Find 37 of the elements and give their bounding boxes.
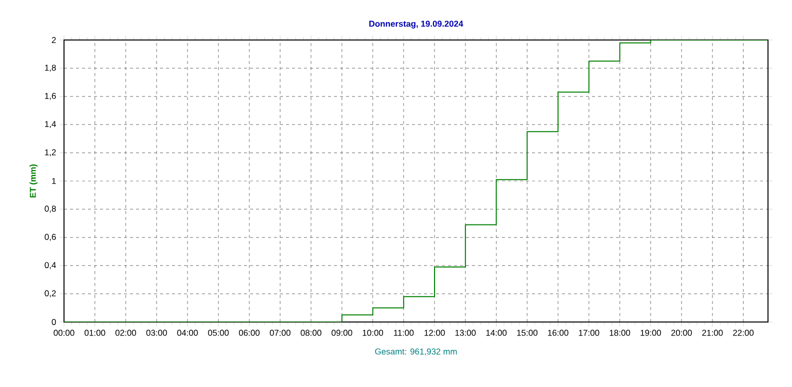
x-tick-label: 13:00 — [455, 330, 476, 336]
y-tick-label: 2 — [52, 37, 56, 43]
x-tick-label: 12:00 — [424, 330, 445, 336]
x-tick-label: 00:00 — [54, 330, 74, 336]
x-tick-label: 09:00 — [332, 330, 352, 336]
y-tick-label: 0,6 — [44, 234, 56, 241]
y-tick-label: 0,4 — [44, 262, 56, 270]
x-tick-label: 03:00 — [146, 330, 167, 336]
x-tick-label: 15:00 — [517, 330, 538, 336]
x-tick-label: 19:00 — [640, 330, 661, 336]
x-tick-label: 16:00 — [548, 330, 568, 336]
x-tick-label: 02:00 — [115, 330, 136, 336]
x-tick-label: 04:00 — [177, 330, 198, 336]
chart-title: Donnerstag, 19.09.2024 — [369, 20, 464, 28]
x-tick-label: 10:00 — [362, 330, 384, 336]
x-tick-label: 20:00 — [671, 330, 692, 336]
x-tick-label: 06:00 — [238, 330, 260, 336]
x-tick-label: 18:00 — [610, 330, 630, 336]
y-tick-label: 0 — [52, 318, 56, 325]
x-tick-label: 07:00 — [270, 330, 290, 336]
x-tick-label: 14:00 — [486, 330, 507, 336]
text: Gesamt: 961,932 mm — [375, 348, 457, 356]
y-tick-label: 1,2 — [45, 149, 56, 156]
x-tick-label: 22:00 — [733, 330, 754, 336]
x-tick-label: 21:00 — [702, 330, 723, 336]
y-tick-label: 1,4 — [45, 121, 56, 128]
x-tick-label: 01:00 — [84, 330, 106, 336]
y-tick-label: 0,8 — [44, 206, 56, 213]
x-tick-label: 08:00 — [300, 330, 322, 336]
y-tick-label: 1,8 — [45, 64, 56, 72]
y-tick-label: 1,6 — [45, 92, 56, 100]
x-tick-label: 17:00 — [578, 330, 600, 336]
x-tick-label: 05:00 — [208, 330, 229, 336]
y-tick-label: 0,2 — [44, 290, 56, 298]
y-axis-title: ET (mm) — [30, 164, 38, 198]
x-tick-label: 11:00 — [394, 330, 414, 336]
y-tick-label: 1 — [52, 178, 56, 184]
